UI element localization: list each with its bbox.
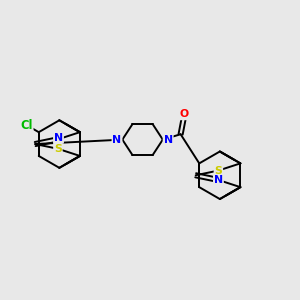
Text: S: S bbox=[214, 166, 222, 176]
Text: N: N bbox=[112, 135, 122, 145]
Text: O: O bbox=[179, 109, 188, 119]
Text: N: N bbox=[54, 133, 63, 143]
Text: S: S bbox=[54, 144, 62, 154]
Text: N: N bbox=[164, 135, 173, 145]
Text: N: N bbox=[214, 175, 223, 185]
Text: Cl: Cl bbox=[20, 118, 33, 131]
